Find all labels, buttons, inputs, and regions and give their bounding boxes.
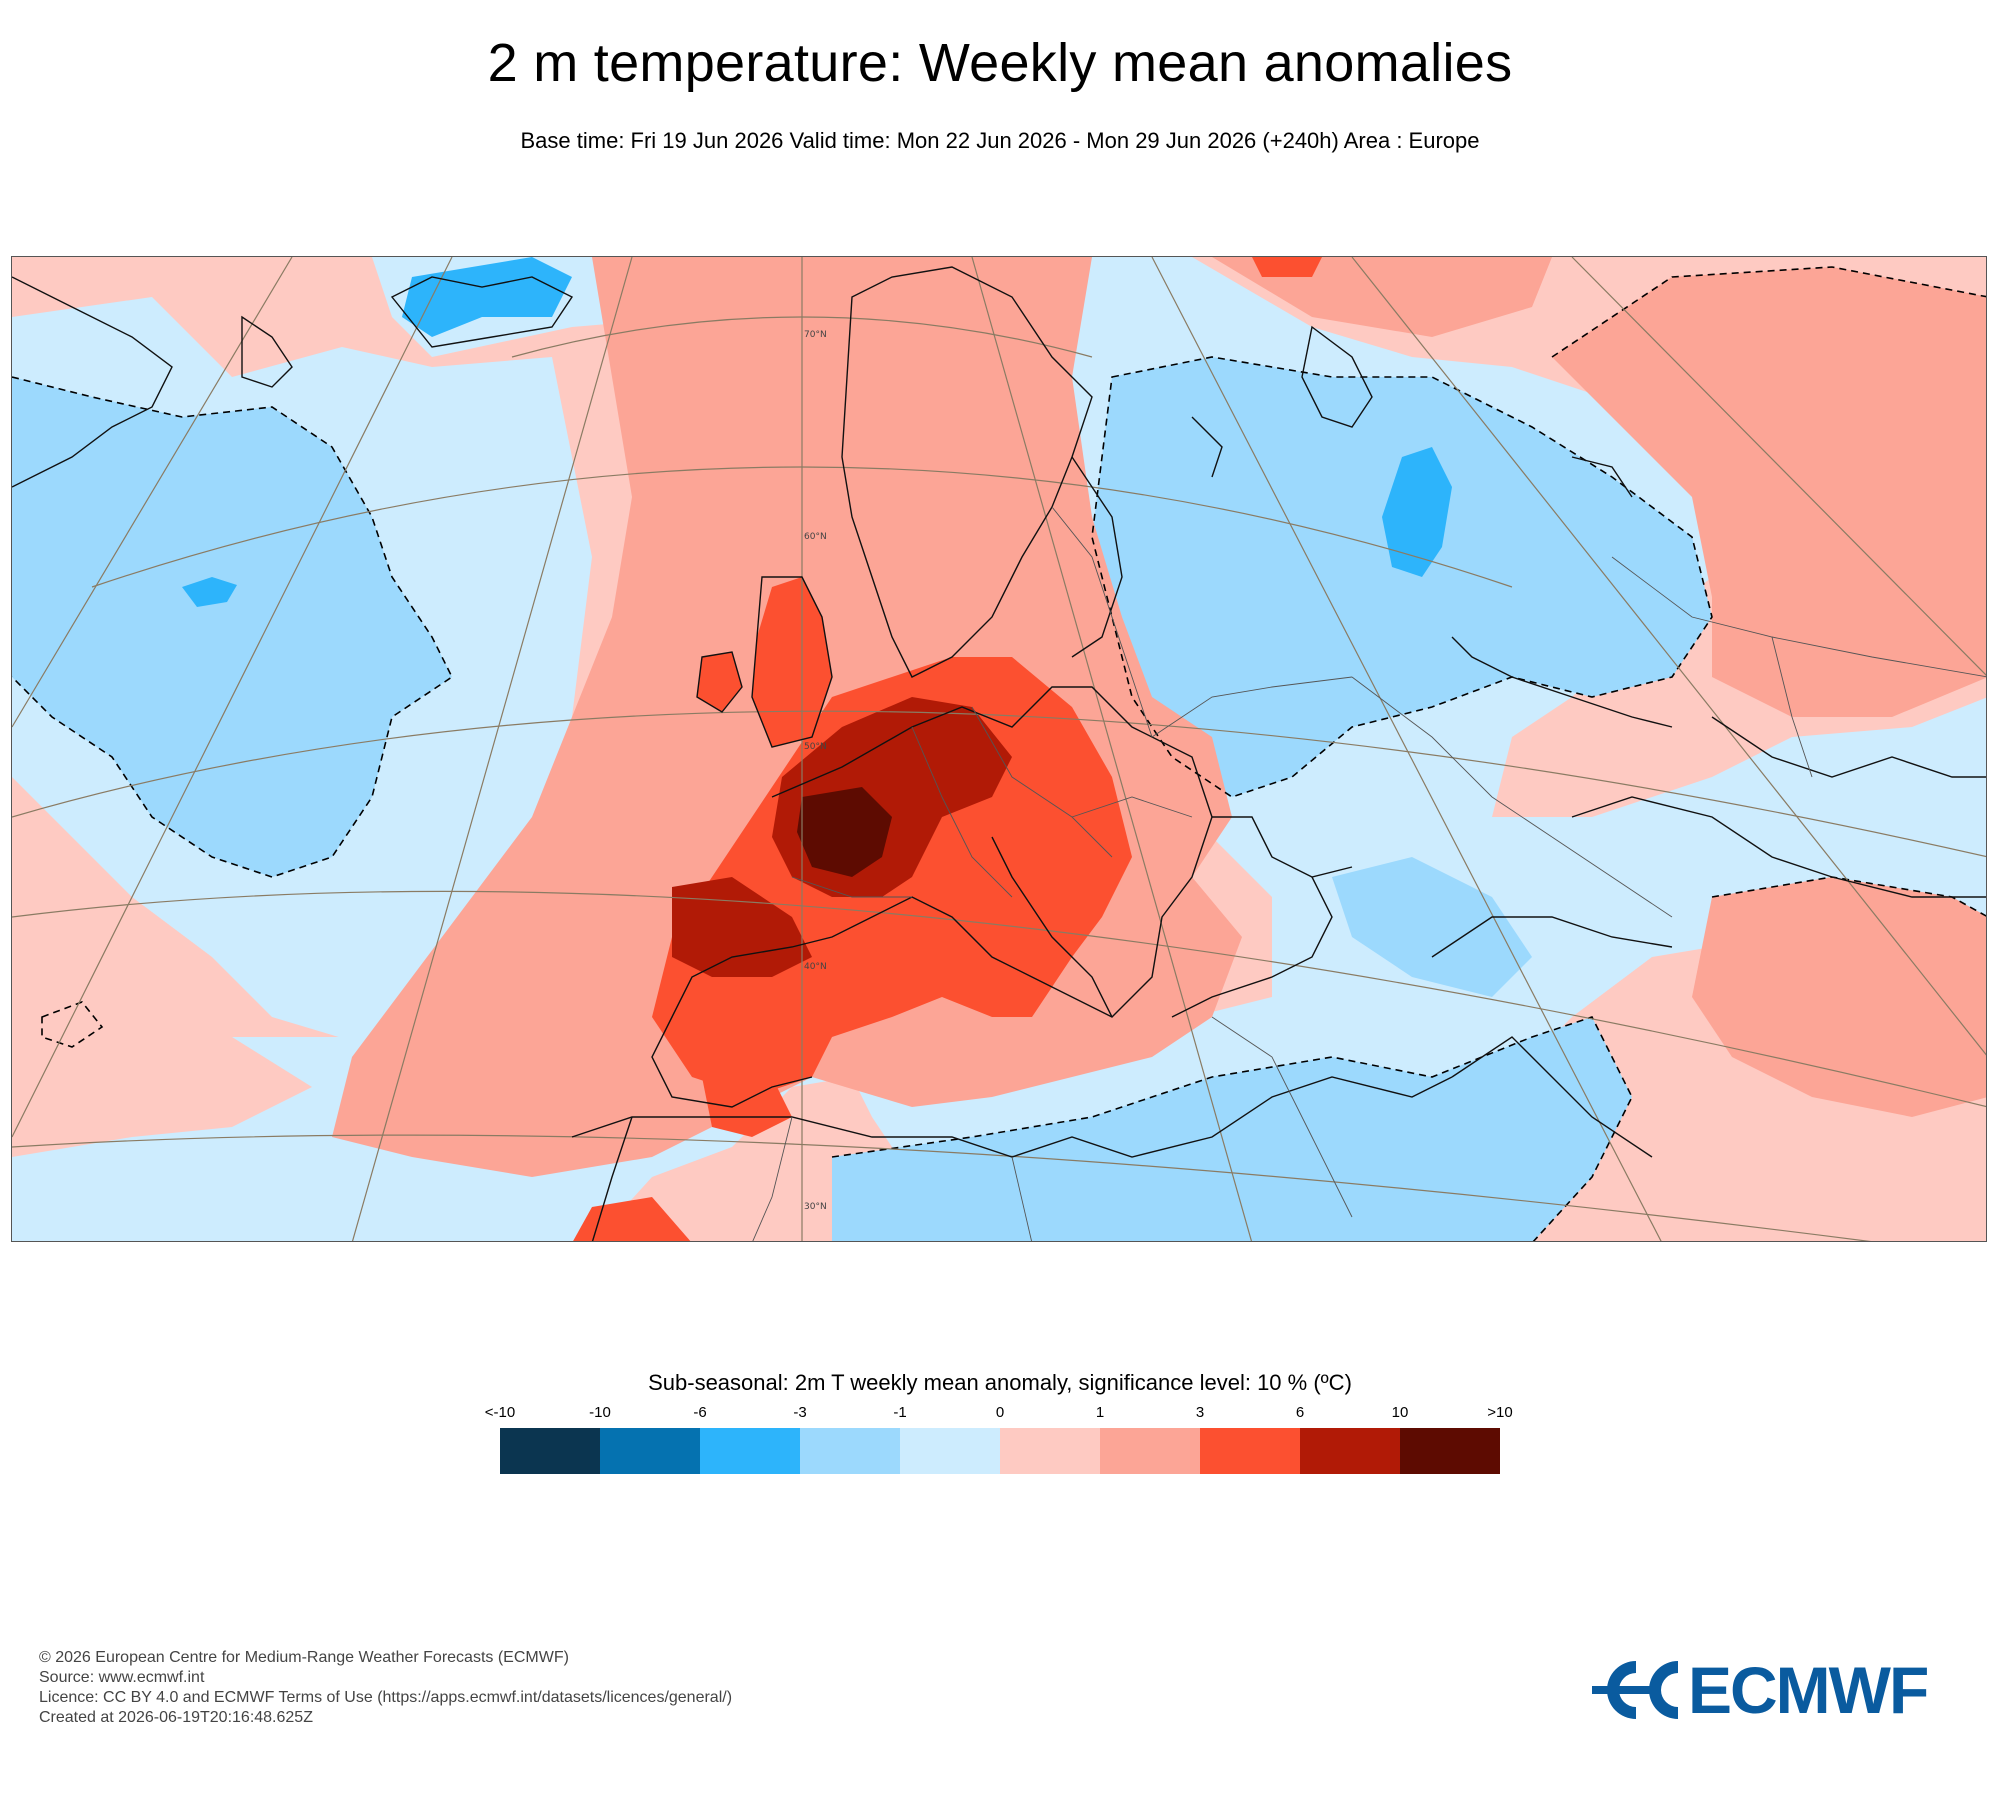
field-m1-m3-atlantic	[12, 377, 452, 877]
field-gt10-core	[797, 787, 892, 877]
ecmwf-logo-text: ECMWF	[1688, 1653, 1929, 1727]
lat-label-40: 40°N	[804, 962, 827, 972]
page-title: 2 m temperature: Weekly mean anomalies	[487, 33, 1513, 93]
anomaly-map: 70°N 60°N 50°N 40°N 30°N	[12, 257, 1986, 1241]
lat-label-50: 50°N	[804, 742, 827, 752]
footer-licence: Licence: CC BY 4.0 and ECMWF Terms of Us…	[39, 1689, 733, 1706]
field-6-10-britain	[752, 577, 832, 747]
legend-swatch-7	[1200, 1428, 1300, 1474]
legend-swatch-5	[1000, 1428, 1100, 1474]
legend-colorbar	[500, 1428, 1500, 1474]
ecmwf-logo: ECMWF	[1590, 1655, 1970, 1725]
lat-labels: 70°N 60°N 50°N 40°N 30°N	[804, 330, 827, 1212]
ecmwf-logo-icon	[1592, 1661, 1678, 1719]
legend-swatch-9	[1400, 1428, 1500, 1474]
field-10-plus-iberia	[672, 877, 812, 977]
legend-tick-label: -3	[793, 1404, 807, 1421]
footer-source: Source: www.ecmwf.int	[39, 1669, 205, 1686]
legend-tick-label: 1	[1095, 1404, 1105, 1421]
legend-swatch-3	[800, 1428, 900, 1474]
legend-tick-label: 10	[1391, 1404, 1409, 1421]
legend-swatch-4	[900, 1428, 1000, 1474]
coastlines	[12, 266, 1986, 1241]
field-6-10-nafrica	[702, 1077, 792, 1137]
lat-label-60: 60°N	[804, 532, 827, 542]
legend-swatch-6	[1100, 1428, 1200, 1474]
legend-swatch-8	[1300, 1428, 1400, 1474]
map-panel: 70°N 60°N 50°N 40°N 30°N	[11, 256, 1987, 1242]
field-3-6-southeast	[1692, 877, 1986, 1117]
borders	[752, 506, 1986, 1241]
field-m3-m6-volga	[1382, 447, 1452, 577]
legend-tick-label: 0	[995, 1404, 1005, 1421]
legend-tick-label: -10	[589, 1404, 611, 1421]
footer-credits: © 2026 European Centre for Medium-Range …	[39, 1648, 732, 1728]
field-6-10-northsea	[1252, 257, 1322, 277]
field-m1-m3-russia	[1092, 357, 1712, 797]
legend-tick-label: <-10	[484, 1404, 516, 1421]
legend-tick-label: -6	[693, 1404, 707, 1421]
field-m1-m3-balkans	[1332, 857, 1532, 997]
footer-created: Created at 2026-06-19T20:16:48.625Z	[39, 1709, 313, 1726]
graticule	[12, 257, 1986, 1241]
field-6-10-ireland	[697, 652, 742, 712]
legend-swatch-0	[500, 1428, 600, 1474]
field-m3-m6-atlantic	[182, 577, 237, 607]
legend-swatch-1	[600, 1428, 700, 1474]
lat-label-30: 30°N	[804, 1202, 827, 1212]
legend-title: Sub-seasonal: 2m T weekly mean anomaly, …	[648, 1370, 1352, 1395]
legend-tick-label: 6	[1295, 1404, 1305, 1421]
legend-tick-label: -1	[893, 1404, 907, 1421]
field-3-6-east	[1552, 267, 1986, 717]
legend-tick-label: >10	[1487, 1404, 1513, 1421]
legend-swatch-2	[700, 1428, 800, 1474]
page-subtitle: Base time: Fri 19 Jun 2026 Valid time: M…	[520, 128, 1480, 153]
legend-tick-label: 3	[1195, 1404, 1205, 1421]
legend-ticks: <-10 -10 -6 -3 -1 0 1 3 6 10 >10	[0, 1404, 2000, 1424]
lat-label-70: 70°N	[804, 330, 827, 340]
field-m1-m3-africa	[832, 1017, 1632, 1241]
footer-copyright: © 2026 European Centre for Medium-Range …	[39, 1649, 569, 1666]
